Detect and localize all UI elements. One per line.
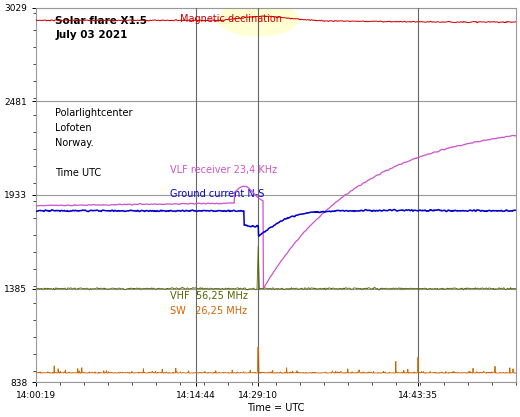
Text: VLF receiver 23,4 KHz: VLF receiver 23,4 KHz	[171, 165, 278, 175]
Ellipse shape	[217, 3, 299, 37]
Text: SW   26,25 MHz: SW 26,25 MHz	[171, 306, 248, 316]
Text: Ground current N-S: Ground current N-S	[171, 188, 265, 198]
Text: VHF  56,25 MHz: VHF 56,25 MHz	[171, 291, 249, 301]
X-axis label: Time = UTC: Time = UTC	[248, 403, 305, 413]
Text: Magnetic declination: Magnetic declination	[180, 14, 282, 24]
Text: Polarlightcenter
Lofoten
Norway.

Time UTC: Polarlightcenter Lofoten Norway. Time UT…	[55, 108, 133, 178]
Text: Solar flare X1.5
July 03 2021: Solar flare X1.5 July 03 2021	[55, 16, 147, 40]
